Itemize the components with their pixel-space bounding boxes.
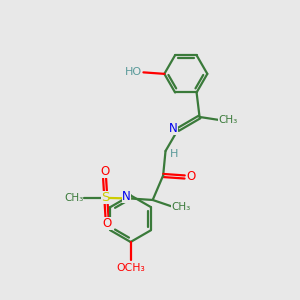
Text: OCH₃: OCH₃ xyxy=(116,263,145,273)
Text: O: O xyxy=(102,218,112,230)
Text: CH₃: CH₃ xyxy=(64,193,83,203)
Text: S: S xyxy=(101,191,110,204)
Text: CH₃: CH₃ xyxy=(171,202,191,212)
Text: O: O xyxy=(187,170,196,183)
Text: HO: HO xyxy=(125,67,142,77)
Text: H: H xyxy=(170,149,178,159)
Text: O: O xyxy=(100,165,109,178)
Text: N: N xyxy=(122,190,131,203)
Text: N: N xyxy=(169,122,178,135)
Text: CH₃: CH₃ xyxy=(218,115,238,125)
